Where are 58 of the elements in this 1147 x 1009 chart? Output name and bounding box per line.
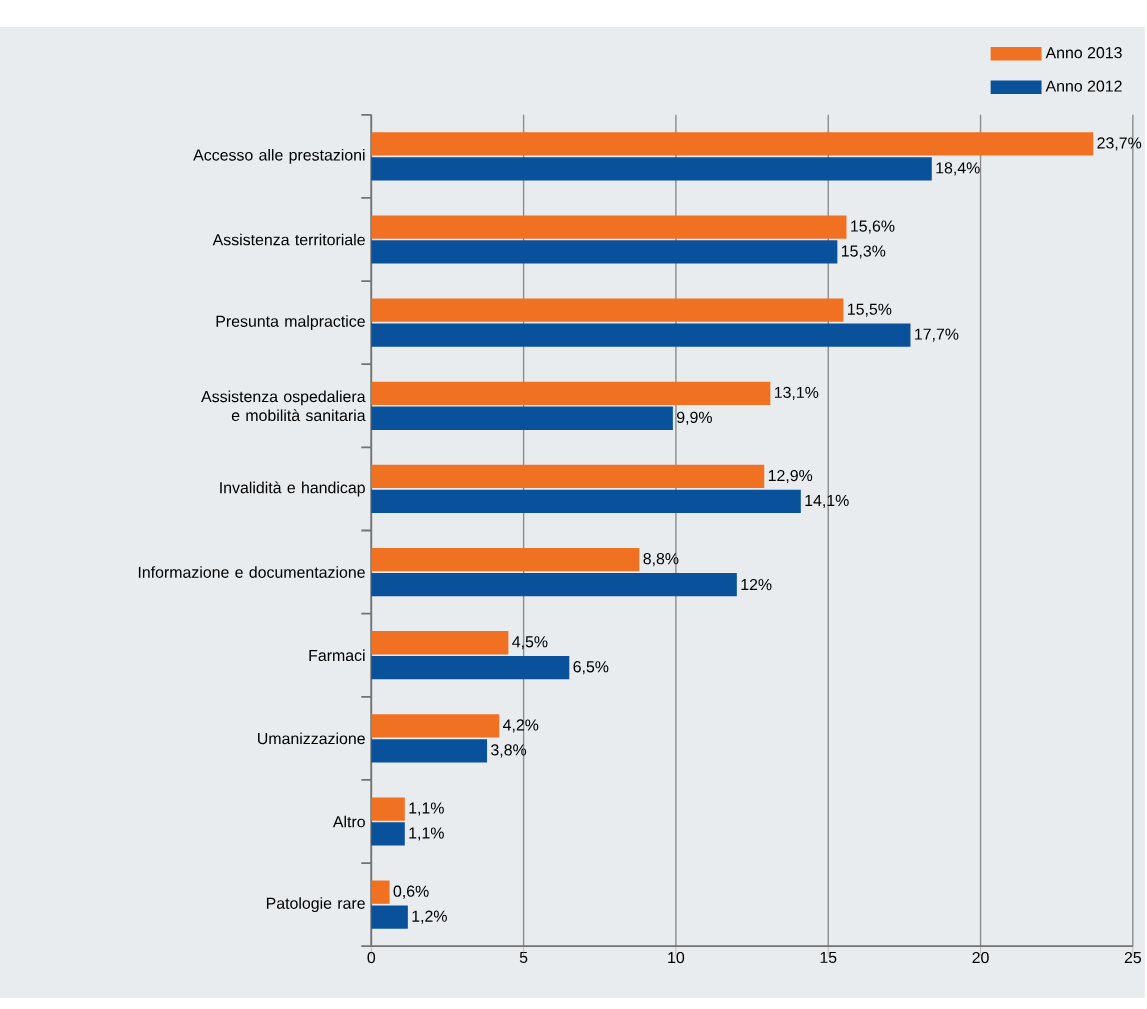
bar — [371, 797, 405, 821]
bar — [371, 215, 847, 239]
bar — [371, 572, 737, 597]
data-label: 3,8% — [491, 744, 527, 758]
legend-label: Anno 2012 — [1045, 80, 1122, 92]
x-tick-label: 25 — [1124, 951, 1142, 964]
data-label: 18,4% — [936, 162, 980, 176]
bar — [371, 822, 405, 846]
legend-label: Anno 2013 — [1045, 47, 1122, 59]
data-label: 1,1% — [409, 827, 444, 841]
data-label: 0,6% — [393, 885, 429, 899]
bar — [371, 547, 640, 572]
data-label: 4,2% — [503, 719, 539, 733]
data-label: 15,5% — [848, 303, 892, 317]
data-label: 14,1% — [805, 494, 849, 508]
data-label: 13,1% — [774, 386, 819, 400]
data-label: 15,6% — [851, 220, 895, 234]
y-tick-label: Umanizzazione — [258, 732, 365, 745]
y-tick-label: Assistenza ospedaliera e mobilità sanitaria — [201, 390, 366, 422]
bar — [371, 381, 771, 405]
bar — [371, 714, 500, 738]
data-label: 8,8% — [643, 553, 679, 567]
y-tick-label: Invalidità e handicap — [220, 481, 365, 497]
bar — [371, 323, 911, 347]
bar — [371, 739, 488, 763]
y-tick-label: Altro — [332, 815, 365, 828]
y-tick-label: Accesso alle prestazioni — [193, 148, 365, 164]
data-label: 12,9% — [768, 469, 813, 483]
bar — [371, 905, 408, 929]
bar — [371, 240, 838, 264]
data-label: 9,9% — [677, 411, 712, 425]
y-tick-label: Informazione e documentazione — [138, 566, 365, 578]
bar — [371, 132, 1094, 156]
data-label: 17,7% — [915, 328, 959, 342]
x-tick-label: 10 — [668, 951, 685, 964]
x-tick-label: 5 — [519, 951, 528, 963]
data-label: 4,5% — [512, 636, 548, 650]
data-label: 15,3% — [841, 245, 886, 259]
bar — [371, 464, 765, 489]
data-label: 12% — [741, 578, 772, 591]
data-label: 23,7% — [1097, 137, 1142, 151]
data-label: 1,2% — [412, 910, 447, 924]
y-tick-label: Presunta malpractice — [216, 315, 365, 331]
y-tick-label: Patologie rare — [266, 897, 365, 913]
x-tick-label: 20 — [972, 951, 989, 964]
data-label: 6,5% — [573, 661, 609, 675]
bar — [371, 406, 673, 430]
x-tick-label: 15 — [820, 951, 837, 963]
bar — [371, 656, 570, 680]
y-tick-label: Farmaci — [309, 649, 365, 662]
bar — [371, 157, 932, 181]
bar — [371, 489, 801, 514]
bar — [371, 298, 844, 322]
bar — [371, 880, 390, 904]
bar — [371, 631, 509, 655]
x-tick-label: 0 — [367, 951, 376, 964]
data-label: 1,1% — [409, 802, 444, 816]
y-tick-label: Assistenza territoriale — [212, 233, 365, 246]
